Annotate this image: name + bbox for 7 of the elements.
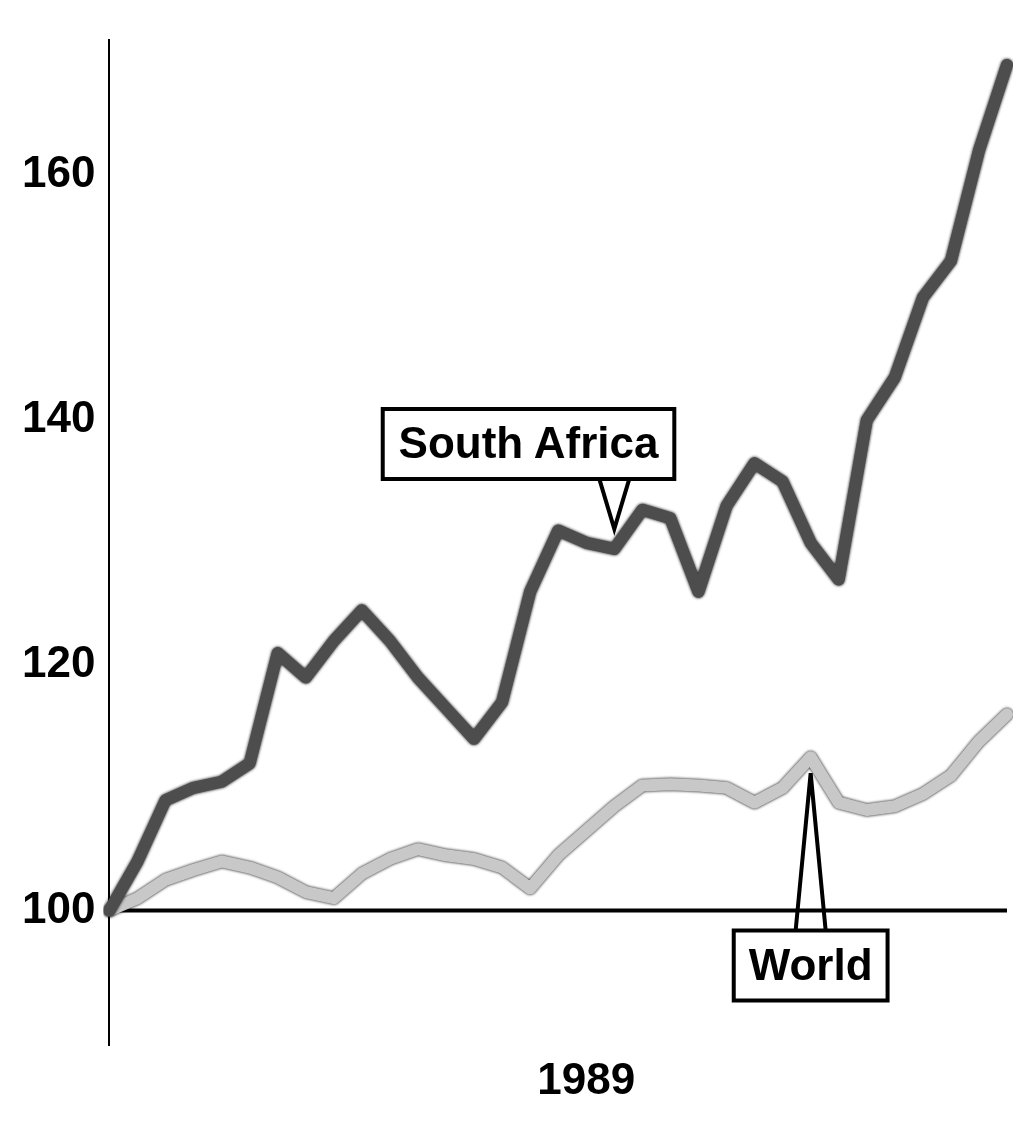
text: World: [748, 939, 873, 989]
y-tick-label: 160: [21, 147, 96, 197]
series-label: South Africa: [398, 418, 660, 468]
y-tick-label: 100: [21, 882, 96, 932]
x-tick-label: 1989: [537, 1053, 636, 1103]
y-tick-label: 140: [21, 392, 96, 442]
y-tick-label: 120: [21, 637, 96, 687]
